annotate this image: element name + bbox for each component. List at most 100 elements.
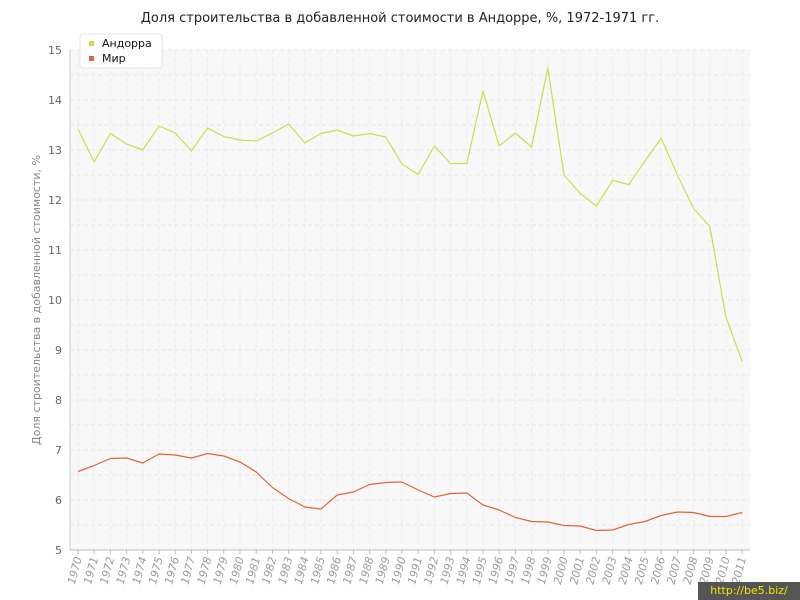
- data-point-0: [222, 135, 226, 139]
- data-point-0: [627, 183, 631, 187]
- data-point-1: [692, 511, 696, 515]
- data-point-0: [384, 135, 388, 139]
- chart-title: Доля строительства в добавленной стоимос…: [141, 11, 659, 26]
- series-layer: [76, 66, 744, 533]
- data-point-1: [659, 514, 663, 518]
- axes: [69, 50, 750, 551]
- data-point-0: [481, 89, 485, 93]
- y-tick-label: 7: [55, 444, 62, 457]
- data-point-0: [125, 142, 129, 146]
- y-tick-label: 9: [55, 344, 62, 357]
- data-point-0: [173, 131, 177, 135]
- data-point-0: [400, 162, 404, 166]
- legend-box: [79, 33, 163, 69]
- data-point-0: [611, 179, 615, 183]
- data-point-0: [594, 204, 598, 208]
- y-tick-label: 10: [48, 294, 62, 307]
- y-tick-label: 5: [55, 544, 62, 557]
- data-point-1: [416, 488, 420, 492]
- data-point-0: [351, 134, 355, 138]
- y-tick-label: 14: [48, 94, 62, 107]
- data-point-1: [384, 481, 388, 485]
- data-point-1: [157, 452, 161, 456]
- data-point-1: [724, 515, 728, 519]
- data-point-0: [740, 360, 744, 364]
- data-point-1: [675, 510, 679, 514]
- data-point-0: [708, 225, 712, 229]
- legend[interactable]: Андорра Мир: [79, 33, 163, 69]
- x-axis-ticks: 1970197119721973197419751976197719781979…: [65, 550, 749, 586]
- data-point-0: [449, 162, 453, 166]
- y-tick-label: 12: [48, 194, 62, 207]
- data-point-0: [578, 192, 582, 196]
- legend-label[interactable]: Мир: [102, 52, 126, 65]
- data-point-0: [287, 122, 291, 126]
- data-point-1: [270, 486, 274, 490]
- data-point-0: [108, 132, 112, 136]
- data-point-0: [238, 138, 242, 142]
- data-point-0: [303, 141, 307, 145]
- data-point-0: [368, 132, 372, 136]
- data-point-0: [530, 145, 534, 149]
- data-point-1: [368, 483, 372, 487]
- data-point-1: [303, 505, 307, 509]
- data-point-1: [546, 520, 550, 524]
- y-tick-label: 8: [55, 394, 62, 407]
- data-point-1: [173, 453, 177, 457]
- legend-swatch: [89, 56, 94, 61]
- data-point-0: [562, 173, 566, 177]
- data-point-0: [416, 173, 420, 177]
- data-point-0: [546, 66, 550, 70]
- series-line-0: [77, 67, 743, 362]
- data-point-0: [335, 128, 339, 132]
- data-point-0: [270, 131, 274, 135]
- data-point-1: [287, 497, 291, 501]
- data-point-0: [76, 127, 80, 131]
- data-point-0: [692, 207, 696, 211]
- legend-swatch: [89, 41, 94, 46]
- data-point-1: [141, 461, 145, 465]
- legend-label[interactable]: Андорра: [102, 37, 152, 50]
- series-line-1: [77, 452, 743, 532]
- data-point-1: [206, 452, 210, 456]
- data-point-1: [578, 524, 582, 528]
- data-point-0: [465, 162, 469, 166]
- data-point-1: [530, 520, 534, 524]
- data-point-0: [189, 149, 193, 153]
- data-point-0: [513, 131, 517, 135]
- data-point-1: [611, 528, 615, 532]
- data-point-0: [157, 124, 161, 128]
- data-point-0: [659, 136, 663, 140]
- data-point-1: [740, 511, 744, 515]
- data-point-0: [432, 144, 436, 148]
- data-point-1: [708, 515, 712, 519]
- data-point-1: [76, 470, 80, 474]
- data-point-1: [351, 490, 355, 494]
- data-point-1: [513, 516, 517, 520]
- data-point-1: [643, 520, 647, 524]
- data-point-1: [189, 456, 193, 460]
- data-point-0: [141, 148, 145, 152]
- data-point-1: [108, 457, 112, 461]
- data-point-1: [222, 454, 226, 458]
- data-point-1: [594, 529, 598, 533]
- y-axis-ticks: 5 6 7 8 9 10 11 12 13 14 15: [48, 44, 62, 557]
- y-tick-label: 13: [48, 144, 62, 157]
- data-point-1: [449, 492, 453, 496]
- data-point-1: [335, 493, 339, 497]
- data-point-1: [481, 503, 485, 507]
- data-point-1: [254, 470, 258, 474]
- data-point-0: [206, 126, 210, 130]
- y-axis-label: Доля строительства в добавленной стоимос…: [30, 155, 43, 445]
- data-point-0: [643, 159, 647, 163]
- data-point-1: [465, 491, 469, 495]
- data-point-0: [254, 139, 258, 143]
- data-point-1: [432, 495, 436, 499]
- data-point-1: [400, 480, 404, 484]
- data-point-1: [92, 464, 96, 468]
- watermark-link[interactable]: http://be5.biz/: [698, 582, 800, 600]
- data-point-1: [319, 507, 323, 511]
- data-point-0: [319, 132, 323, 136]
- grid-lines: [70, 49, 750, 551]
